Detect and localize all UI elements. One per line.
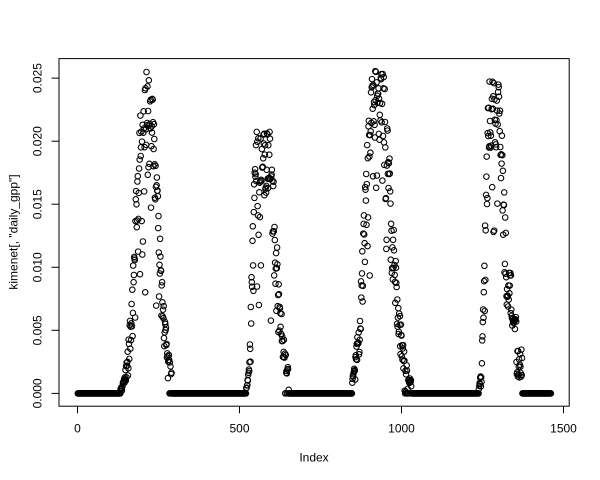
svg-text:0.015: 0.015	[31, 189, 45, 219]
svg-text:kimenet[, "daily_gpp"]: kimenet[, "daily_gpp"]	[7, 174, 21, 289]
svg-text:Index: Index	[299, 451, 328, 465]
svg-text:0.020: 0.020	[31, 126, 45, 156]
svg-text:0.000: 0.000	[31, 378, 45, 408]
svg-text:0: 0	[74, 422, 81, 436]
svg-text:0.005: 0.005	[31, 315, 45, 345]
svg-text:1000: 1000	[388, 422, 415, 436]
svg-text:0.010: 0.010	[31, 252, 45, 282]
svg-text:1500: 1500	[550, 422, 577, 436]
svg-text:500: 500	[229, 422, 249, 436]
svg-text:0.025: 0.025	[31, 63, 45, 93]
